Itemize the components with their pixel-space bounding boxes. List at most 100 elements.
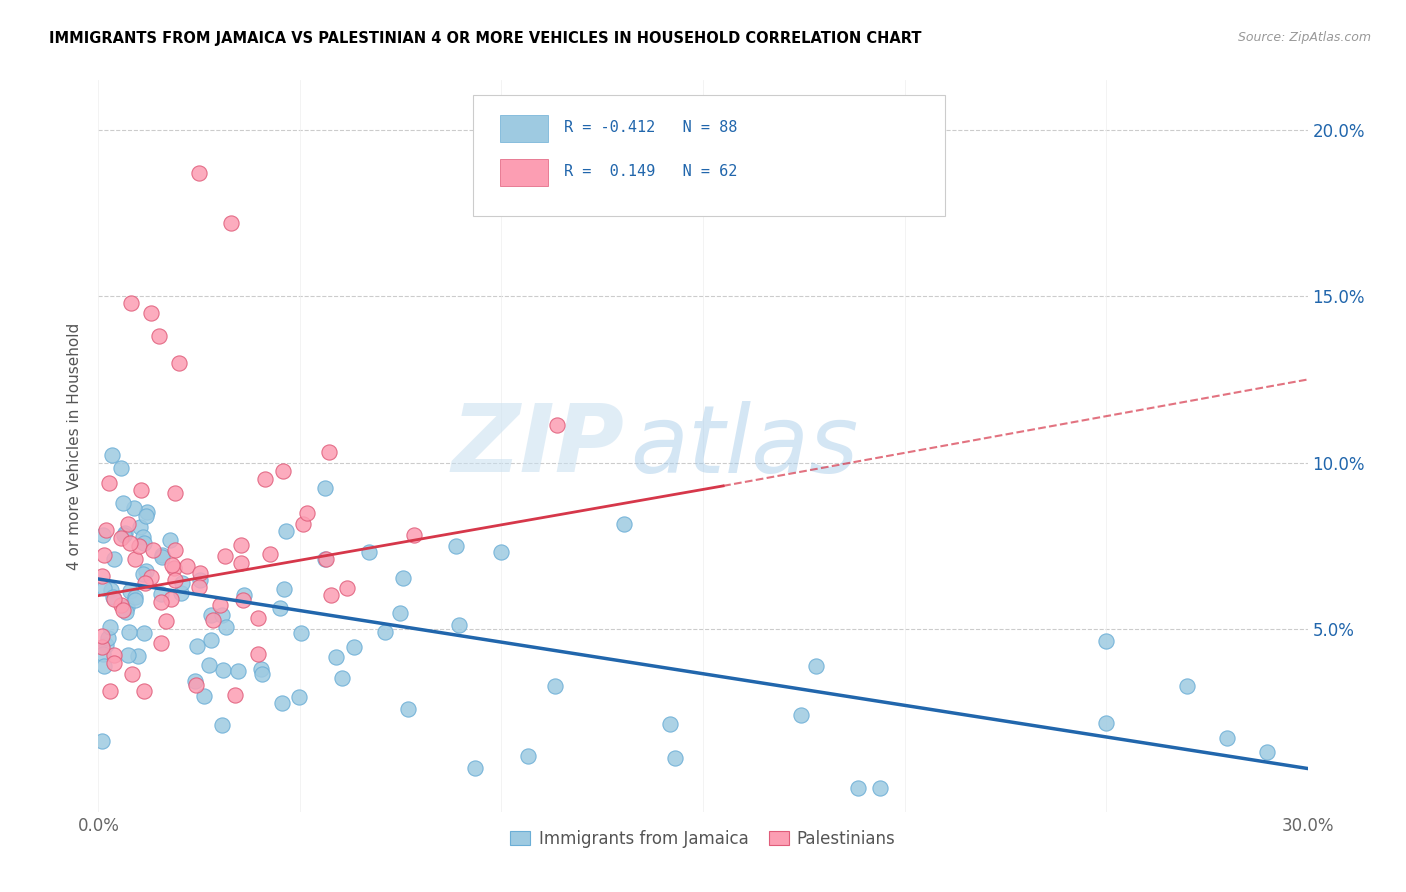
Point (155, 614, 177, 628)
Point (212, 663, 235, 677)
Point (142, 542, 165, 557)
Text: R =  0.149   N = 62: R = 0.149 N = 62 (564, 164, 737, 179)
Point (188, 166, 211, 180)
Point (91, 640, 114, 654)
Point (1256, 746, 1278, 760)
Point (187, 580, 209, 594)
Point (115, 600, 138, 615)
Point (98, 683, 121, 698)
Point (464, 761, 486, 775)
Point (214, 549, 236, 563)
Point (132, 625, 155, 640)
Point (231, 593, 253, 607)
Point (231, 556, 253, 570)
Point (93, 581, 115, 595)
FancyBboxPatch shape (501, 115, 548, 143)
Point (163, 542, 186, 557)
Point (103, 648, 125, 662)
Point (396, 702, 419, 716)
Point (357, 545, 380, 559)
Point (297, 506, 319, 520)
Point (103, 591, 125, 605)
Point (122, 501, 145, 516)
Point (165, 574, 187, 588)
Point (846, 781, 869, 796)
Point (253, 472, 276, 486)
Point (1095, 634, 1118, 648)
Point (233, 588, 256, 602)
Point (98, 620, 121, 634)
Point (160, 558, 183, 572)
Point (139, 570, 162, 584)
Text: Source: ZipAtlas.com: Source: ZipAtlas.com (1237, 31, 1371, 45)
Point (103, 657, 125, 671)
Point (188, 574, 211, 588)
Point (163, 561, 186, 575)
Point (391, 571, 413, 585)
Point (250, 662, 273, 676)
Point (170, 586, 193, 600)
Point (1095, 715, 1118, 730)
Point (1216, 731, 1239, 745)
Point (325, 649, 347, 664)
Point (136, 506, 159, 520)
Point (128, 539, 150, 553)
Point (131, 530, 153, 544)
Point (211, 607, 233, 622)
Point (336, 581, 359, 595)
Point (111, 603, 134, 617)
Point (374, 624, 396, 639)
Point (290, 626, 312, 640)
FancyBboxPatch shape (474, 95, 945, 216)
Point (211, 717, 233, 731)
Point (184, 678, 207, 692)
Point (139, 306, 162, 320)
Point (200, 632, 222, 647)
Y-axis label: 4 or more Vehicles in Household: 4 or more Vehicles in Household (67, 322, 83, 570)
Point (135, 564, 157, 578)
Point (100, 582, 122, 597)
Text: R = -0.412   N = 88: R = -0.412 N = 88 (564, 120, 737, 136)
Point (546, 417, 568, 432)
Point (117, 648, 139, 662)
Point (247, 611, 270, 625)
Point (150, 549, 173, 564)
Point (120, 536, 142, 550)
Legend: Immigrants from Jamaica, Palestinians: Immigrants from Jamaica, Palestinians (503, 823, 903, 855)
Point (93, 659, 115, 673)
Point (165, 485, 187, 500)
Point (274, 524, 297, 538)
Point (200, 608, 222, 623)
Point (93, 548, 115, 562)
Point (444, 539, 467, 553)
Point (131, 567, 153, 582)
Point (404, 528, 426, 542)
Point (613, 516, 636, 531)
Point (94, 524, 117, 538)
Point (269, 601, 291, 615)
Point (221, 216, 243, 230)
Point (98, 476, 121, 491)
Point (150, 595, 173, 609)
Point (128, 520, 150, 534)
Point (229, 538, 252, 552)
Point (804, 659, 827, 673)
Point (91, 528, 114, 542)
Point (869, 781, 891, 796)
Point (132, 683, 155, 698)
Point (176, 558, 198, 573)
Point (112, 528, 135, 542)
Point (186, 639, 208, 653)
Point (110, 598, 132, 612)
Point (134, 576, 156, 591)
Point (114, 526, 136, 541)
Point (117, 625, 139, 640)
Point (259, 547, 281, 561)
Point (292, 516, 315, 531)
Point (188, 566, 211, 581)
Point (135, 508, 157, 523)
Text: ZIP: ZIP (451, 400, 624, 492)
Point (134, 536, 156, 550)
Point (1175, 679, 1198, 693)
Point (544, 679, 567, 693)
